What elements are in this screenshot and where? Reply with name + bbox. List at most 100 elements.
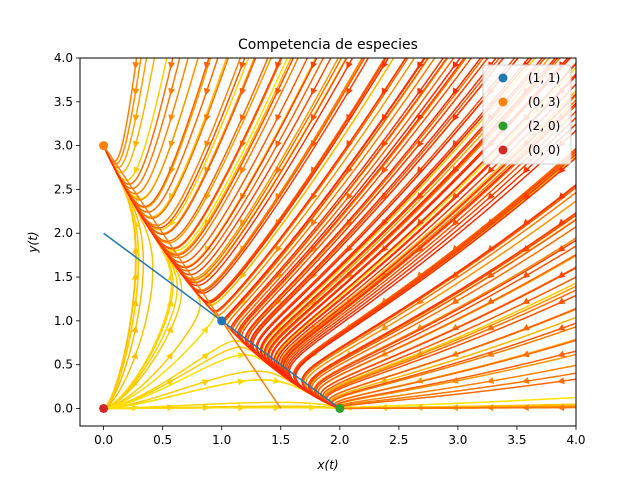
x-tick-label: 1.0 — [212, 433, 231, 447]
streamline-arrow — [557, 297, 566, 305]
streamline-arrow — [275, 245, 283, 253]
streamline — [314, 239, 576, 409]
y-axis-ticks: 0.0 0.5 1.0 1.5 2.0 2.5 3.0 3.5 4.0 — [54, 51, 80, 415]
streamline-arrow — [416, 297, 424, 305]
streamline-arrow — [310, 140, 318, 148]
streamline — [333, 339, 576, 409]
streamline-arrow — [452, 113, 460, 122]
streamline-arrow — [310, 245, 318, 253]
streamline-arrow — [557, 271, 566, 279]
streamline — [329, 316, 576, 409]
streamline — [320, 267, 576, 409]
streamline-arrow — [557, 244, 566, 253]
streamline-arrow — [487, 271, 495, 279]
legend-label: (1, 1) — [528, 71, 560, 85]
streamline — [304, 200, 576, 409]
x-tick-label: 3.5 — [507, 433, 526, 447]
streamline — [103, 58, 138, 163]
streamline-arrow — [132, 114, 140, 122]
streamline-arrow — [380, 323, 389, 331]
streamline-arrow — [166, 325, 174, 334]
streamline-arrow — [521, 377, 530, 385]
streamline-arrow — [452, 61, 460, 69]
y-tick-label: 1.5 — [54, 270, 73, 284]
streamline — [104, 406, 340, 410]
streamline-arrow — [417, 113, 424, 122]
streamline-arrow — [203, 114, 211, 122]
streamline-arrow — [168, 61, 175, 70]
streamline-arrow — [203, 61, 211, 70]
streamline-arrow — [486, 297, 495, 305]
streamline-arrow — [558, 166, 566, 174]
y-tick-label: 3.5 — [54, 95, 73, 109]
streamline-arrow — [239, 114, 247, 122]
streamline-arrow — [416, 192, 424, 201]
streamline — [325, 294, 576, 409]
streamline-arrow — [451, 297, 460, 305]
streamline-arrow — [132, 220, 140, 228]
streamline-arrow — [346, 87, 353, 96]
x-tick-label: 3.0 — [448, 433, 467, 447]
streamline-arrow — [417, 61, 424, 70]
streamlines — [103, 58, 576, 412]
y-tick-label: 3.0 — [54, 139, 73, 153]
streamline-arrow — [201, 325, 209, 334]
streamline-arrow — [417, 139, 424, 148]
streamline-arrow — [201, 379, 210, 386]
streamline — [260, 58, 533, 409]
streamline — [103, 58, 156, 174]
streamline-arrow — [239, 166, 247, 175]
streamline-arrow — [452, 139, 460, 148]
streamline-arrow — [452, 218, 460, 227]
streamline-arrow — [381, 166, 389, 175]
streamline — [103, 58, 390, 304]
streamline — [223, 58, 429, 324]
streamline-arrow — [131, 351, 138, 360]
streamline-arrow — [557, 377, 565, 385]
x-axis-ticks: 0.0 0.5 1.0 1.5 2.0 2.5 3.0 3.5 4.0 — [94, 426, 586, 447]
streamline — [339, 406, 576, 410]
streamline-arrow — [168, 88, 176, 96]
legend-label: (2, 0) — [528, 119, 560, 133]
legend-label: (0, 3) — [528, 95, 560, 109]
streamline-arrow — [133, 166, 141, 175]
streamline-arrow — [522, 244, 531, 253]
streamline — [331, 326, 576, 409]
streamline-arrow — [346, 113, 353, 122]
streamline-arrow — [381, 61, 389, 70]
streamline-arrow — [237, 351, 246, 359]
streamline-arrow — [346, 61, 353, 70]
streamline-arrow — [486, 350, 495, 357]
legend-marker — [498, 73, 508, 83]
streamline-arrow — [487, 218, 495, 227]
legend-marker — [498, 145, 508, 155]
streamline-arrow — [416, 244, 424, 253]
streamline — [103, 147, 140, 409]
streamline-arrow — [132, 246, 140, 254]
streamline — [310, 225, 576, 409]
streamline-arrow — [201, 352, 209, 360]
x-tick-label: 2.0 — [330, 433, 349, 447]
streamline — [103, 58, 142, 166]
streamline — [288, 129, 576, 409]
streamline-arrow — [486, 323, 495, 331]
y-tick-label: 4.0 — [54, 51, 73, 65]
streamline-arrow — [274, 61, 282, 70]
streamline-arrow — [451, 271, 460, 279]
x-tick-label: 4.0 — [566, 433, 585, 447]
streamline-arrow — [381, 87, 389, 96]
streamline — [337, 372, 576, 409]
streamline — [249, 58, 497, 409]
equilibrium-point — [99, 141, 109, 151]
streamline-arrow — [310, 218, 318, 227]
legend-marker — [498, 97, 508, 107]
streamline-arrow — [522, 297, 531, 305]
streamline — [323, 285, 576, 409]
streamline-arrow — [487, 192, 495, 200]
streamline-arrow — [557, 404, 565, 412]
streamline — [317, 253, 576, 409]
streamline-arrow — [487, 166, 495, 174]
streamline — [295, 157, 576, 409]
streamline-arrow — [167, 272, 175, 280]
